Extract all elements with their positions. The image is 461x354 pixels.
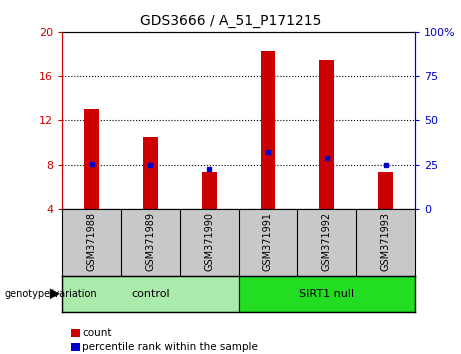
Bar [84, 109, 99, 209]
Bar [260, 51, 275, 209]
Bar [239, 276, 415, 312]
Bar [319, 59, 334, 209]
Polygon shape [50, 289, 60, 299]
Bar [62, 276, 239, 312]
Text: count: count [82, 328, 112, 338]
Text: genotype/variation: genotype/variation [5, 289, 97, 299]
Text: GSM371989: GSM371989 [145, 212, 155, 271]
Text: GDS3666 / A_51_P171215: GDS3666 / A_51_P171215 [140, 14, 321, 28]
Text: SIRT1 null: SIRT1 null [299, 289, 355, 299]
Bar [378, 172, 393, 209]
Bar [71, 329, 80, 337]
Text: GSM371993: GSM371993 [380, 212, 390, 271]
Bar [143, 137, 158, 209]
Text: percentile rank within the sample: percentile rank within the sample [82, 342, 258, 352]
Text: GSM371992: GSM371992 [322, 212, 332, 272]
Bar [202, 172, 217, 209]
Text: GSM371988: GSM371988 [87, 212, 97, 271]
Text: GSM371991: GSM371991 [263, 212, 273, 271]
Text: control: control [131, 289, 170, 299]
Bar [71, 343, 80, 351]
Text: GSM371990: GSM371990 [204, 212, 214, 271]
